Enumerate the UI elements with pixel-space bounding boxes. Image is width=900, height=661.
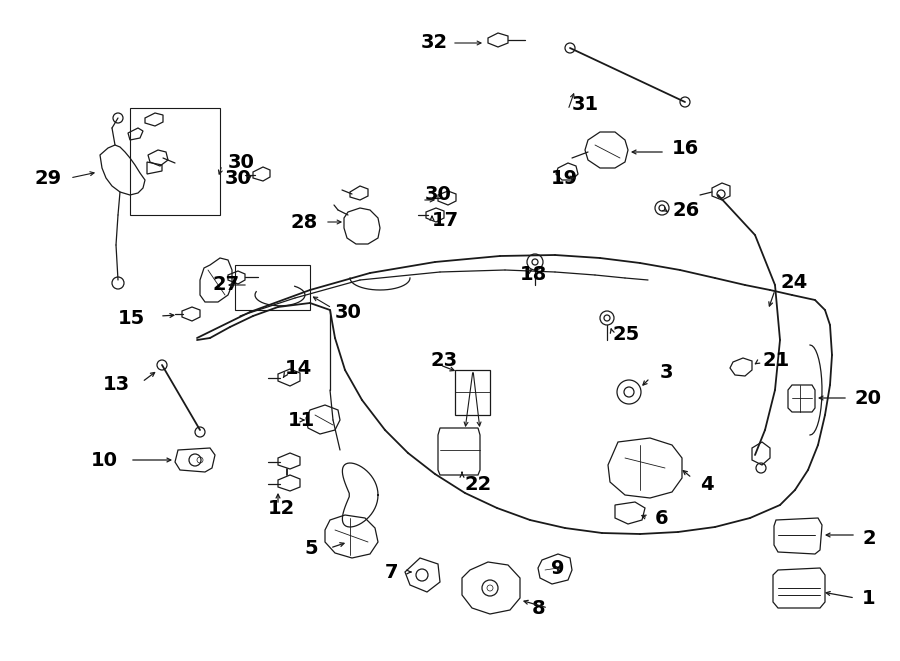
Text: 4: 4 — [700, 475, 714, 494]
Text: 29: 29 — [35, 169, 62, 188]
Text: 3: 3 — [660, 362, 673, 381]
Text: 7: 7 — [384, 563, 398, 582]
Text: 20: 20 — [855, 389, 882, 407]
Text: 16: 16 — [672, 139, 699, 157]
Text: 14: 14 — [285, 358, 312, 377]
Text: 1: 1 — [862, 588, 876, 607]
Text: 24: 24 — [780, 272, 807, 292]
Text: 15: 15 — [118, 309, 145, 327]
Text: 22: 22 — [465, 475, 492, 494]
Text: 31: 31 — [572, 95, 599, 114]
Text: 13: 13 — [103, 375, 130, 395]
Text: 30: 30 — [228, 153, 255, 171]
Text: 28: 28 — [291, 212, 318, 231]
Text: 23: 23 — [430, 350, 457, 369]
Text: 6: 6 — [655, 508, 669, 527]
Text: 19: 19 — [551, 169, 578, 188]
Text: 30: 30 — [425, 186, 452, 204]
Text: 27: 27 — [213, 276, 240, 295]
Text: 30: 30 — [225, 169, 252, 188]
Text: 21: 21 — [762, 350, 789, 369]
Text: 2: 2 — [862, 529, 876, 547]
Text: 8: 8 — [531, 598, 545, 617]
Text: 11: 11 — [288, 410, 315, 430]
Text: 25: 25 — [612, 325, 639, 344]
Text: 5: 5 — [304, 539, 318, 557]
Text: 30: 30 — [335, 303, 362, 321]
Text: 26: 26 — [672, 200, 699, 219]
Text: 32: 32 — [421, 34, 448, 52]
Text: 18: 18 — [520, 266, 547, 284]
Text: 9: 9 — [552, 559, 565, 578]
Text: 12: 12 — [268, 498, 295, 518]
Text: 17: 17 — [432, 210, 459, 229]
Text: 10: 10 — [91, 451, 118, 469]
